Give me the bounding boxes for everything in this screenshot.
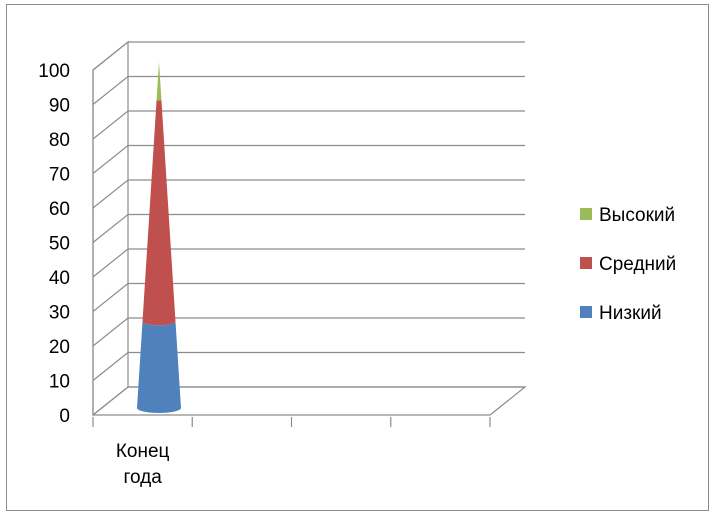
gridline [92,386,525,416]
legend-swatch [580,208,592,220]
y-tick-label: 20 [49,337,70,358]
cone-segment-3 [156,62,162,101]
y-tick-label: 60 [49,199,70,220]
cone-segment-1 [137,321,181,413]
y-tick-label: 90 [49,96,70,117]
gridline [92,75,525,105]
y-tick-label: 80 [49,130,70,151]
x-tick-label: Конец года [116,441,170,488]
legend-swatch [580,257,592,269]
legend-label: Высокий [599,205,675,226]
y-tick-label: 30 [49,303,70,324]
y-tick-label: 50 [49,234,70,255]
gridlines [92,41,525,416]
gridline [92,282,525,312]
cone-series [137,62,181,413]
legend-swatch [580,306,592,318]
gridline [92,317,525,347]
gridline [92,41,525,71]
y-tick-label: 100 [38,61,70,82]
y-tick-label: 10 [49,372,70,393]
legend: Высокий Средний Низкий [580,205,676,324]
legend-label: Средний [599,254,676,275]
x-axis: Конец года [92,70,491,488]
gridline [92,179,525,209]
gridline [92,351,525,381]
y-axis-tick-labels: 0 10 20 30 40 50 60 70 80 90 100 [38,61,70,427]
legend-label: Низкий [599,303,662,324]
gridline [92,144,525,174]
gridline [92,248,525,278]
gridline [92,110,525,140]
y-tick-label: 40 [49,268,70,289]
y-tick-label: 0 [59,406,70,427]
cone-segment-2 [142,100,176,326]
gridline [92,213,525,243]
y-tick-label: 70 [49,165,70,186]
